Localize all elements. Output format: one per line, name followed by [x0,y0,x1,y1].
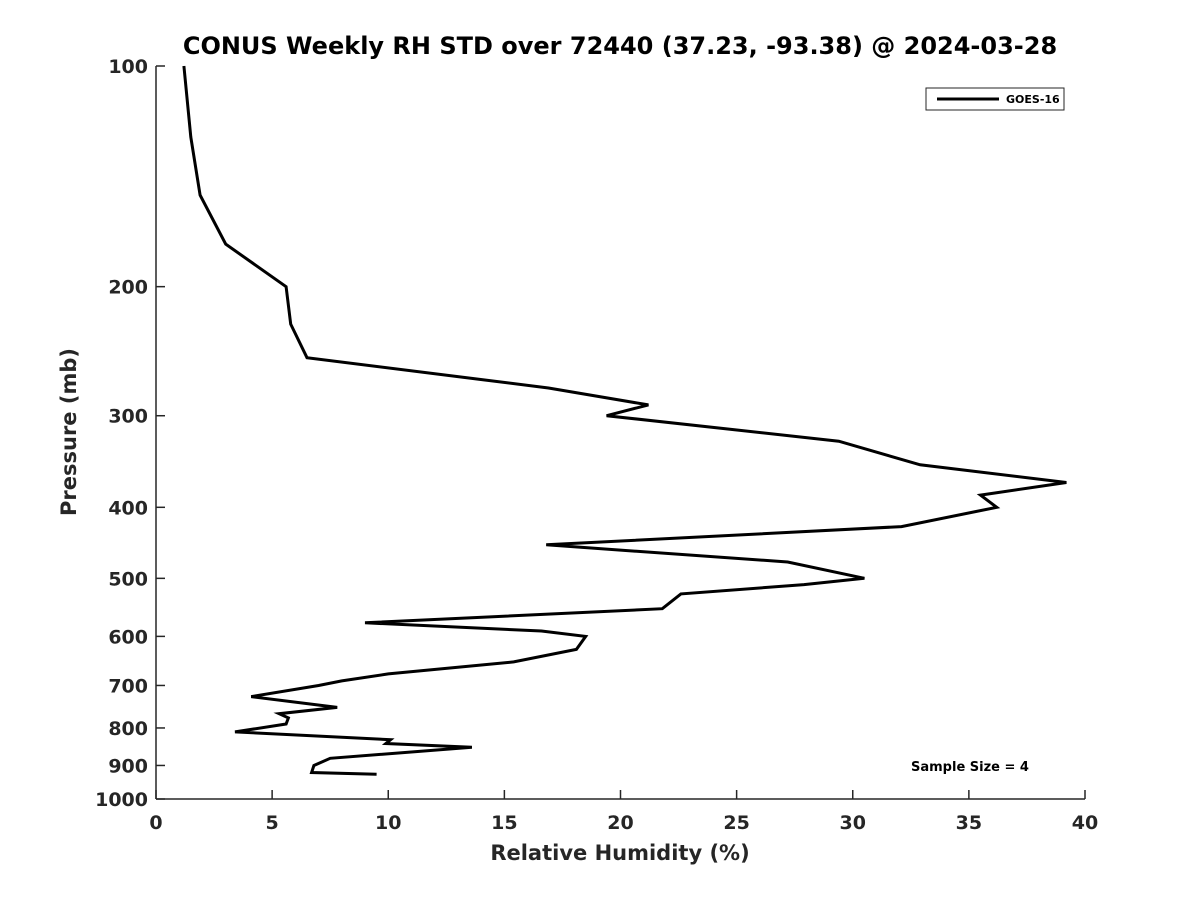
x-axis-label: Relative Humidity (%) [490,841,749,865]
sample-size-annotation: Sample Size = 4 [911,760,1029,775]
series-group [182,65,1067,776]
x-tick-label: 35 [956,812,982,834]
chart-title: CONUS Weekly RH STD over 72440 (37.23, -… [183,32,1057,60]
x-tick-label: 0 [149,812,162,834]
y-tick-label: 400 [108,497,148,519]
y-tick-label: 200 [108,277,148,299]
plot-area: 0 5 10 15 20 25 30 35 40 100 200 300 400 500 600 700 80… [95,56,1098,834]
y-tick-label: 900 [108,755,148,777]
x-tick-label: 30 [840,812,866,834]
y-tick-label: 700 [108,675,148,697]
y-tick-label: 100 [108,56,148,78]
y-tick-label: 1000 [95,789,148,811]
y-tick-label: 500 [108,568,148,590]
y-tick-label: 600 [108,626,148,648]
x-tick-label: 20 [607,812,633,834]
y-tick-label: 800 [108,718,148,740]
legend: GOES-16 [925,87,1065,111]
legend-label: GOES-16 [1006,93,1060,106]
x-tick-label: 5 [266,812,279,834]
series-line-goes-16 [182,65,1067,776]
y-axis-label: Pressure (mb) [57,348,81,516]
x-tick-label: 15 [491,812,517,834]
y-ticks: 100 200 300 400 500 600 700 800 900 1000 [95,56,165,811]
x-tick-label: 25 [723,812,749,834]
x-tick-label: 10 [375,812,401,834]
y-tick-label: 300 [108,406,148,428]
x-ticks: 0 5 10 15 20 25 30 35 40 [149,790,1098,834]
x-tick-label: 40 [1072,812,1098,834]
